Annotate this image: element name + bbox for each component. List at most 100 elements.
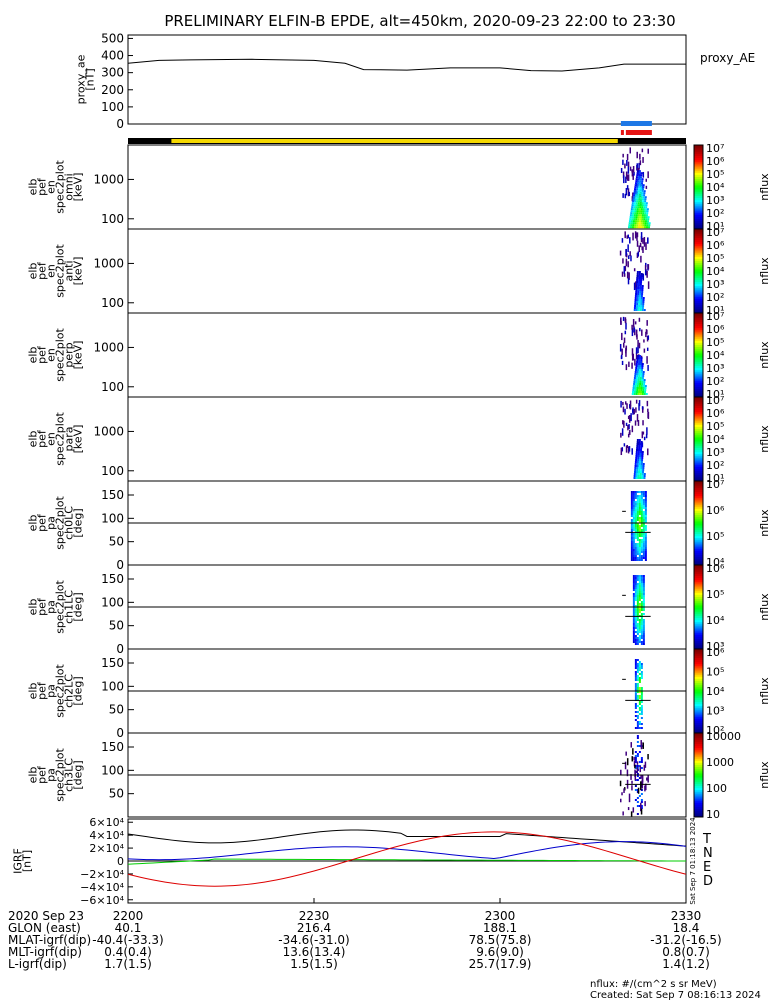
spec-cell	[633, 393, 636, 395]
spec-cell	[634, 523, 637, 525]
spec-cell	[642, 535, 645, 537]
spec-cell	[642, 220, 645, 223]
spec-cell	[640, 174, 643, 177]
spec-cell	[640, 493, 643, 495]
spec-cell	[638, 461, 641, 463]
spec-cell	[640, 691, 643, 693]
spec-cell	[632, 613, 635, 615]
colorbar-cell	[694, 369, 703, 373]
spec-cell	[638, 182, 641, 185]
spec-speckle	[646, 356, 648, 364]
spec-cell	[637, 377, 640, 379]
spec-cell	[641, 192, 644, 195]
ytick-label: 0	[116, 642, 124, 656]
spec-cell	[644, 511, 647, 513]
spec-cell	[642, 375, 645, 377]
spec-cell	[632, 220, 635, 223]
spec-cell	[632, 621, 635, 623]
spec-cell	[632, 505, 635, 507]
spec-cell	[636, 745, 639, 747]
spec-cell	[638, 497, 641, 499]
spec-cell	[638, 585, 641, 587]
spec-cell	[632, 198, 635, 201]
spec-cell	[631, 214, 634, 217]
spec-cell	[636, 461, 639, 463]
colorbar-cell	[694, 730, 703, 734]
colorbar-cell	[694, 567, 703, 570]
colorbar-cell	[694, 323, 703, 327]
spec-cell	[637, 214, 640, 217]
colorbar-cell	[694, 772, 703, 776]
spec-cell	[632, 595, 635, 597]
spec-cell	[633, 473, 636, 475]
spec-cell	[638, 543, 641, 545]
spec-cell	[632, 625, 635, 627]
colorbar-cell	[694, 546, 703, 549]
ylabel-line: [keV]	[72, 425, 85, 454]
spec-cell	[636, 295, 639, 297]
spec-cell	[638, 593, 641, 595]
colorbar-cell	[694, 583, 703, 587]
spec-cell	[636, 773, 639, 775]
spec-speckle	[631, 425, 634, 433]
colorbar-cell	[694, 409, 703, 413]
spec-cell	[643, 206, 646, 209]
spec-speckle	[640, 775, 642, 779]
spec-cell	[642, 222, 645, 225]
spec-speckle	[634, 764, 636, 769]
colorbar-frame	[693, 732, 704, 818]
spec-cell	[636, 723, 639, 725]
spec-cell	[640, 375, 643, 377]
igrf-legend-D: D	[703, 874, 713, 889]
spec-cell	[632, 226, 635, 229]
spec-cell	[640, 643, 643, 645]
colorbar-cell	[694, 275, 703, 278]
spec-cell	[644, 224, 647, 227]
colorbar-cell	[694, 594, 703, 597]
spec-frame	[127, 228, 687, 314]
spec-speckle	[627, 188, 630, 197]
spec-cell	[641, 455, 644, 457]
spec-speckle	[632, 409, 634, 413]
spec-speckle	[639, 153, 641, 160]
spec-cell	[646, 212, 649, 215]
spec-cell	[637, 455, 640, 457]
spec-cell	[634, 705, 637, 707]
colorbar-cell	[694, 180, 703, 184]
spec-cell	[642, 471, 644, 473]
spec-speckle	[620, 168, 623, 174]
spec-cell	[644, 497, 647, 499]
spec-cell	[632, 597, 635, 599]
spec-cell	[636, 557, 639, 559]
colorbar-tick: 10⁴	[706, 556, 725, 569]
spec-cell	[637, 457, 640, 459]
table-cell: 40.1	[115, 921, 142, 935]
spec-cell	[636, 665, 639, 667]
spec-speckle	[639, 327, 641, 332]
spectrogram-panels: 1001000elbpefenspec2plotomni[keV]10¹10²1…	[27, 142, 772, 821]
colorbar-cell	[694, 163, 703, 167]
colorbar-cell	[694, 789, 703, 793]
colorbar-cell	[694, 787, 703, 791]
spec-cell	[630, 503, 633, 505]
spec-speckle	[633, 327, 636, 333]
spec-cell	[638, 305, 641, 307]
spec-cell	[638, 281, 641, 283]
spec-cell	[637, 367, 640, 369]
spec-cell	[642, 389, 645, 391]
spec-cell	[638, 198, 641, 201]
spec-cell	[642, 491, 645, 493]
spec-cell	[636, 359, 639, 361]
spec-cell	[642, 529, 645, 531]
colorbar-cell	[694, 739, 703, 742]
spec-speckle	[627, 255, 630, 260]
spec-cell	[634, 529, 637, 531]
ylabel-line: elb	[27, 683, 40, 700]
spec-cell	[632, 541, 635, 543]
spec-speckle	[621, 238, 624, 243]
spec-cell	[638, 665, 641, 667]
ylabel-line: perp	[63, 342, 76, 367]
spec-cell	[635, 453, 638, 455]
flux-units-note: nflux: #/(cm^2 s sr MeV)	[590, 979, 717, 990]
